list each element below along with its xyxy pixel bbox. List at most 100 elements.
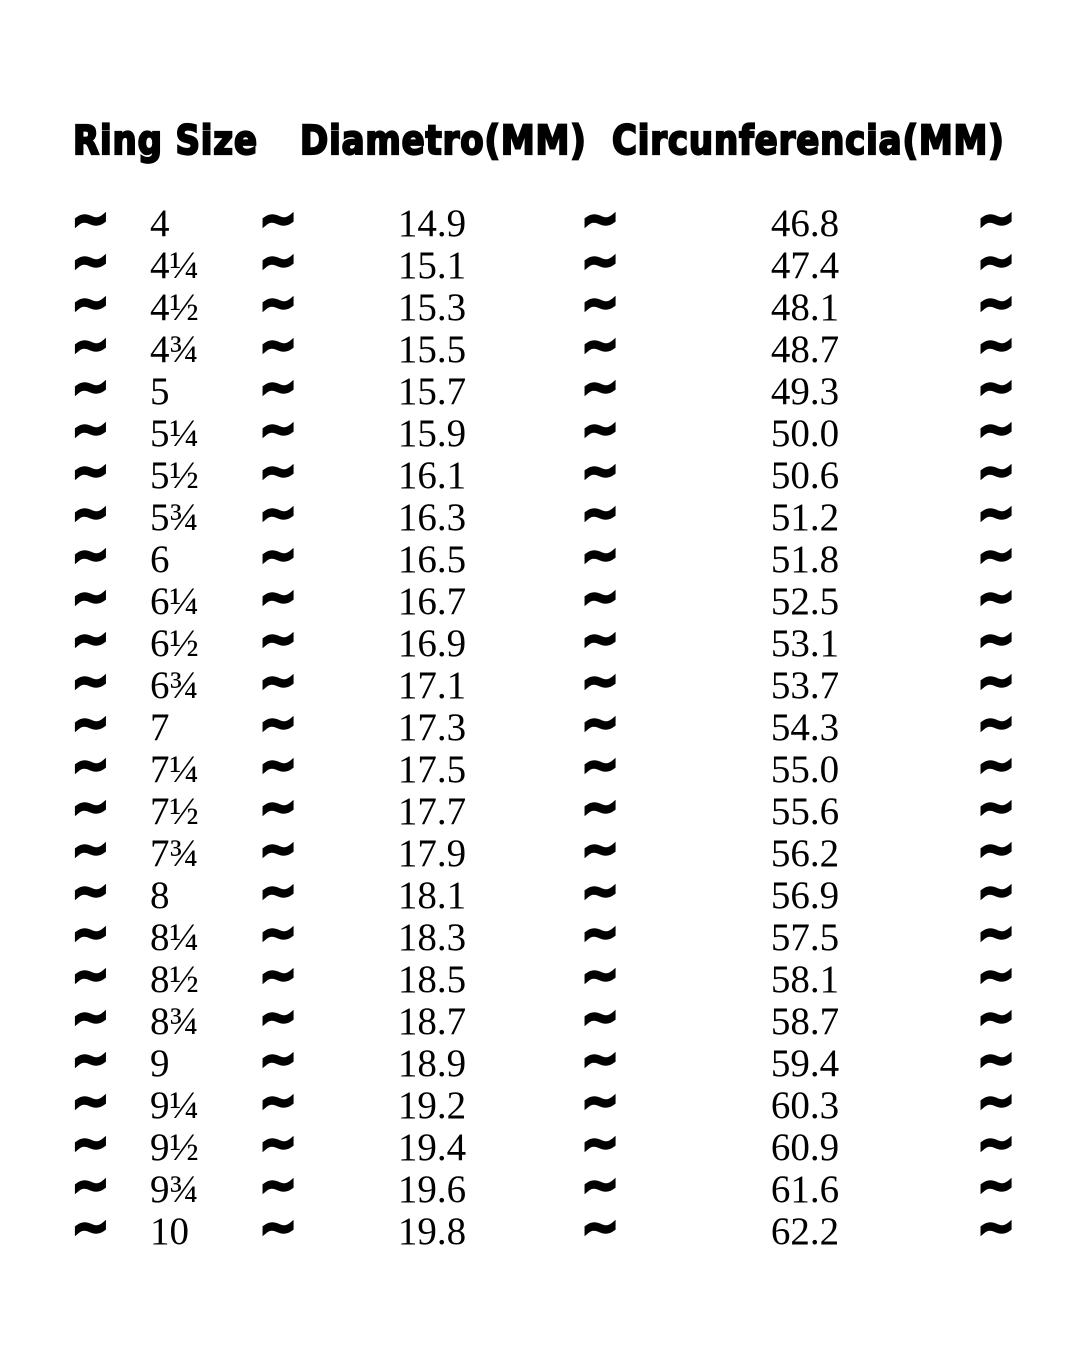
tilde-separator-icon: ~: [70, 740, 110, 791]
tilde-separator-icon: ~: [258, 824, 298, 875]
header-ring-size: Ring Size: [72, 117, 258, 165]
tilde-separator-icon: ~: [258, 1118, 298, 1169]
tilde-separator-icon: ~: [580, 614, 620, 665]
tilde-separator-icon: ~: [258, 614, 298, 665]
tilde-separator-icon: ~: [258, 740, 298, 791]
tilde-separator-icon: ~: [70, 1034, 110, 1085]
tilde-separator-icon: ~: [976, 320, 1016, 371]
tilde-separator-icon: ~: [580, 1118, 620, 1169]
circumference-value: 52.5: [770, 579, 840, 623]
tilde-separator-icon: ~: [70, 866, 110, 917]
tilde-separator-icon: ~: [580, 446, 620, 497]
circumference-value: 56.9: [770, 873, 840, 917]
circumference-value: 51.2: [770, 495, 840, 539]
tilde-separator-icon: ~: [580, 236, 620, 287]
circumference-value: 59.4: [770, 1041, 840, 1085]
ring-size-value: 4: [150, 201, 170, 245]
table-row: ~ 6 ~ 16.5 ~ 51.8 ~: [70, 530, 1016, 581]
tilde-separator-icon: ~: [580, 278, 620, 329]
table-row: ~ 9½ ~ 19.4 ~ 60.9 ~: [70, 1118, 1016, 1169]
tilde-separator-icon: ~: [580, 950, 620, 1001]
circumference-value: 60.3: [770, 1083, 840, 1127]
table-row: ~ 7¾ ~ 17.9 ~ 56.2 ~: [70, 824, 1016, 875]
tilde-separator-icon: ~: [976, 404, 1016, 455]
diameter-value: 17.7: [397, 789, 467, 833]
tilde-separator-icon: ~: [258, 698, 298, 749]
tilde-separator-icon: ~: [70, 236, 110, 287]
tilde-separator-icon: ~: [70, 488, 110, 539]
tilde-separator-icon: ~: [258, 572, 298, 623]
tilde-separator-icon: ~: [580, 362, 620, 413]
ring-size-value: 10: [150, 1209, 189, 1253]
tilde-separator-icon: ~: [70, 908, 110, 959]
tilde-separator-icon: ~: [976, 278, 1016, 329]
ring-size-value: 7¼: [150, 747, 199, 791]
tilde-separator-icon: ~: [70, 278, 110, 329]
tilde-separator-icon: ~: [580, 488, 620, 539]
table-row: ~ 8½ ~ 18.5 ~ 58.1 ~: [70, 950, 1016, 1001]
diameter-value: 17.9: [397, 831, 467, 875]
tilde-separator-icon: ~: [580, 908, 620, 959]
tilde-separator-icon: ~: [258, 194, 298, 245]
tilde-separator-icon: ~: [70, 1118, 110, 1169]
tilde-separator-icon: ~: [976, 656, 1016, 707]
circumference-value: 47.4: [770, 243, 840, 287]
table-row: ~ 9 ~ 18.9 ~ 59.4 ~: [70, 1034, 1016, 1085]
circumference-value: 57.5: [770, 915, 840, 959]
diameter-value: 14.9: [397, 201, 467, 245]
ring-size-value: 7¾: [150, 831, 199, 875]
tilde-separator-icon: ~: [258, 530, 298, 581]
diameter-value: 15.1: [397, 243, 467, 287]
circumference-value: 48.7: [770, 327, 840, 371]
tilde-separator-icon: ~: [976, 698, 1016, 749]
table-header: Ring Size Diametro(MM) Circunferencia(MM…: [0, 117, 1080, 168]
diameter-value: 18.7: [397, 999, 467, 1043]
ring-size-value: 8: [150, 873, 170, 917]
table-row: ~ 8 ~ 18.1 ~ 56.9 ~: [70, 866, 1016, 917]
tilde-separator-icon: ~: [976, 1202, 1016, 1253]
tilde-separator-icon: ~: [70, 320, 110, 371]
tilde-separator-icon: ~: [976, 1076, 1016, 1127]
ring-size-value: 7½: [150, 789, 199, 833]
diameter-value: 16.7: [397, 579, 467, 623]
tilde-separator-icon: ~: [976, 194, 1016, 245]
tilde-separator-icon: ~: [70, 572, 110, 623]
tilde-separator-icon: ~: [580, 824, 620, 875]
tilde-separator-icon: ~: [258, 446, 298, 497]
diameter-value: 19.6: [397, 1167, 467, 1211]
table-row: ~ 7½ ~ 17.7 ~ 55.6 ~: [70, 784, 1016, 833]
circumference-value: 56.2: [770, 831, 840, 875]
diameter-value: 19.8: [397, 1209, 467, 1253]
ring-size-value: 5½: [150, 453, 199, 497]
ring-size-value: 5¾: [150, 495, 199, 539]
ring-size-value: 8½: [150, 957, 199, 1001]
tilde-separator-icon: ~: [976, 824, 1016, 875]
ring-size-value: 8¼: [150, 915, 199, 959]
circumference-value: 51.8: [770, 537, 840, 581]
tilde-separator-icon: ~: [258, 950, 298, 1001]
table-row: ~ 4¾ ~ 15.5 ~ 48.7 ~: [70, 320, 1016, 371]
ring-size-value: 6½: [150, 621, 199, 665]
tilde-separator-icon: ~: [976, 488, 1016, 539]
tilde-separator-icon: ~: [258, 1160, 298, 1211]
tilde-separator-icon: ~: [258, 1076, 298, 1127]
circumference-value: 58.1: [770, 957, 840, 1001]
diameter-value: 18.9: [397, 1041, 467, 1085]
tilde-separator-icon: ~: [258, 1202, 298, 1253]
diameter-value: 18.1: [397, 873, 467, 917]
circumference-value: 50.0: [770, 411, 840, 455]
tilde-separator-icon: ~: [70, 656, 110, 707]
diameter-value: 17.5: [397, 747, 467, 791]
circumference-value: 53.7: [770, 663, 840, 707]
table-row: ~ 7¼ ~ 17.5 ~ 55.0 ~: [70, 740, 1016, 791]
circumference-value: 55.6: [770, 789, 840, 833]
ring-size-value: 4¾: [150, 327, 199, 371]
table-row: ~ 6¾ ~ 17.1 ~ 53.7 ~: [70, 656, 1016, 707]
tilde-separator-icon: ~: [976, 950, 1016, 1001]
diameter-value: 16.9: [397, 621, 467, 665]
tilde-separator-icon: ~: [580, 992, 620, 1043]
table-row: ~ 7 ~ 17.3 ~ 54.3 ~: [70, 698, 1016, 749]
tilde-separator-icon: ~: [580, 866, 620, 917]
ring-size-value: 4¼: [150, 243, 199, 287]
